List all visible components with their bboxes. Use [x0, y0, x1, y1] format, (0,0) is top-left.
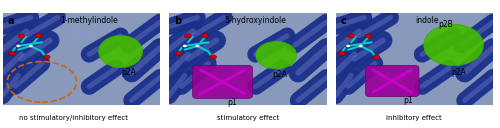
Text: stimulatory effect: stimulatory effect [216, 115, 279, 121]
Circle shape [29, 45, 33, 47]
Circle shape [175, 51, 182, 55]
Circle shape [18, 34, 25, 38]
Circle shape [358, 45, 362, 47]
Circle shape [348, 34, 354, 38]
Text: inhibitory effect: inhibitory effect [386, 115, 442, 121]
Text: p2A: p2A [121, 68, 136, 77]
Circle shape [346, 45, 350, 47]
Circle shape [182, 45, 187, 47]
Text: 1-methylindole: 1-methylindole [60, 16, 118, 25]
Circle shape [338, 51, 345, 55]
Text: c: c [340, 16, 346, 26]
Ellipse shape [424, 24, 484, 66]
Text: indole: indole [415, 16, 438, 25]
Text: p2A: p2A [272, 70, 286, 79]
FancyBboxPatch shape [366, 65, 419, 97]
Circle shape [365, 34, 372, 38]
Text: 5-hydroxyindole: 5-hydroxyindole [224, 16, 286, 25]
Circle shape [43, 55, 50, 59]
Ellipse shape [256, 41, 296, 69]
Circle shape [196, 45, 200, 47]
Circle shape [8, 51, 16, 55]
Text: p2A: p2A [451, 68, 466, 77]
FancyBboxPatch shape [192, 65, 252, 99]
Circle shape [373, 55, 380, 59]
Text: a: a [7, 16, 14, 26]
Ellipse shape [98, 35, 142, 68]
Circle shape [16, 45, 20, 47]
Text: p1: p1 [227, 98, 237, 107]
Text: p1: p1 [403, 96, 413, 105]
Circle shape [210, 55, 216, 59]
Text: no stimulatory/inhibitory effect: no stimulatory/inhibitory effect [19, 115, 128, 121]
Circle shape [202, 34, 208, 38]
Text: p2B: p2B [438, 20, 453, 29]
Circle shape [36, 34, 42, 38]
Circle shape [184, 34, 192, 38]
Text: b: b [174, 16, 181, 26]
